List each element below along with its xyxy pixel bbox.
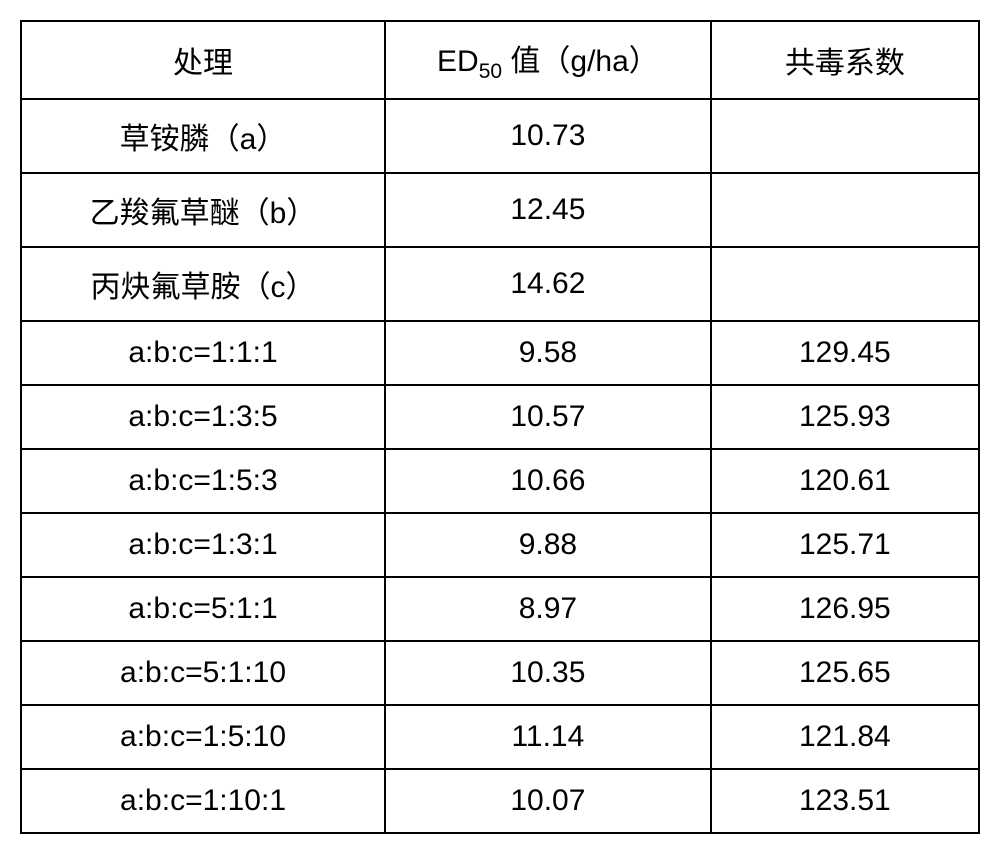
data-table-container: 处理 ED50 值（g/ha） 共毒系数 草铵膦（a）10.73乙羧氟草醚（b）… [20,20,980,834]
cell-coefficient: 125.71 [711,513,979,577]
cell-treatment: a:b:c=5:1:1 [21,577,385,641]
cell-coefficient [711,247,979,321]
cell-ed50: 10.35 [385,641,711,705]
cell-treatment: a:b:c=1:5:10 [21,705,385,769]
cell-ed50: 11.14 [385,705,711,769]
cell-ed50: 10.57 [385,385,711,449]
table-header-row: 处理 ED50 值（g/ha） 共毒系数 [21,21,979,99]
cell-ed50: 8.97 [385,577,711,641]
table-row: a:b:c=1:5:310.66120.61 [21,449,979,513]
cell-coefficient: 123.51 [711,769,979,833]
cell-treatment: 丙炔氟草胺（c） [21,247,385,321]
cell-ed50: 9.88 [385,513,711,577]
cell-coefficient [711,99,979,173]
table-row: 丙炔氟草胺（c）14.62 [21,247,979,321]
cell-treatment: a:b:c=1:3:1 [21,513,385,577]
header-coefficient-text: 共毒系数 [785,47,905,80]
table-row: a:b:c=5:1:18.97126.95 [21,577,979,641]
cell-coefficient: 121.84 [711,705,979,769]
cell-ed50: 10.73 [385,99,711,173]
cell-ed50: 10.07 [385,769,711,833]
cell-treatment: 乙羧氟草醚（b） [21,173,385,247]
header-ed50-suffix: 值（g/ha） [502,45,659,78]
table-body: 草铵膦（a）10.73乙羧氟草醚（b）12.45丙炔氟草胺（c）14.62a:b… [21,99,979,833]
header-treatment-text: 处理 [173,47,233,80]
cell-treatment: a:b:c=1:10:1 [21,769,385,833]
table-row: a:b:c=1:5:1011.14121.84 [21,705,979,769]
cell-coefficient: 125.65 [711,641,979,705]
table-row: a:b:c=1:3:510.57125.93 [21,385,979,449]
cell-coefficient: 125.93 [711,385,979,449]
cell-coefficient: 126.95 [711,577,979,641]
cell-ed50: 9.58 [385,321,711,385]
cell-treatment: a:b:c=1:5:3 [21,449,385,513]
cell-coefficient: 120.61 [711,449,979,513]
herbicide-data-table: 处理 ED50 值（g/ha） 共毒系数 草铵膦（a）10.73乙羧氟草醚（b）… [20,20,980,834]
header-coefficient: 共毒系数 [711,21,979,99]
cell-coefficient [711,173,979,247]
table-row: a:b:c=1:1:19.58129.45 [21,321,979,385]
header-ed50-prefix: ED [437,45,479,78]
cell-treatment: a:b:c=1:1:1 [21,321,385,385]
header-treatment: 处理 [21,21,385,99]
header-ed50: ED50 值（g/ha） [385,21,711,99]
cell-treatment: a:b:c=5:1:10 [21,641,385,705]
cell-ed50: 12.45 [385,173,711,247]
cell-ed50: 14.62 [385,247,711,321]
cell-ed50: 10.66 [385,449,711,513]
cell-treatment: a:b:c=1:3:5 [21,385,385,449]
table-row: a:b:c=1:10:110.07123.51 [21,769,979,833]
table-row: a:b:c=5:1:1010.35125.65 [21,641,979,705]
cell-coefficient: 129.45 [711,321,979,385]
table-row: a:b:c=1:3:19.88125.71 [21,513,979,577]
cell-treatment: 草铵膦（a） [21,99,385,173]
header-ed50-sub: 50 [479,60,502,83]
table-row: 乙羧氟草醚（b）12.45 [21,173,979,247]
table-row: 草铵膦（a）10.73 [21,99,979,173]
